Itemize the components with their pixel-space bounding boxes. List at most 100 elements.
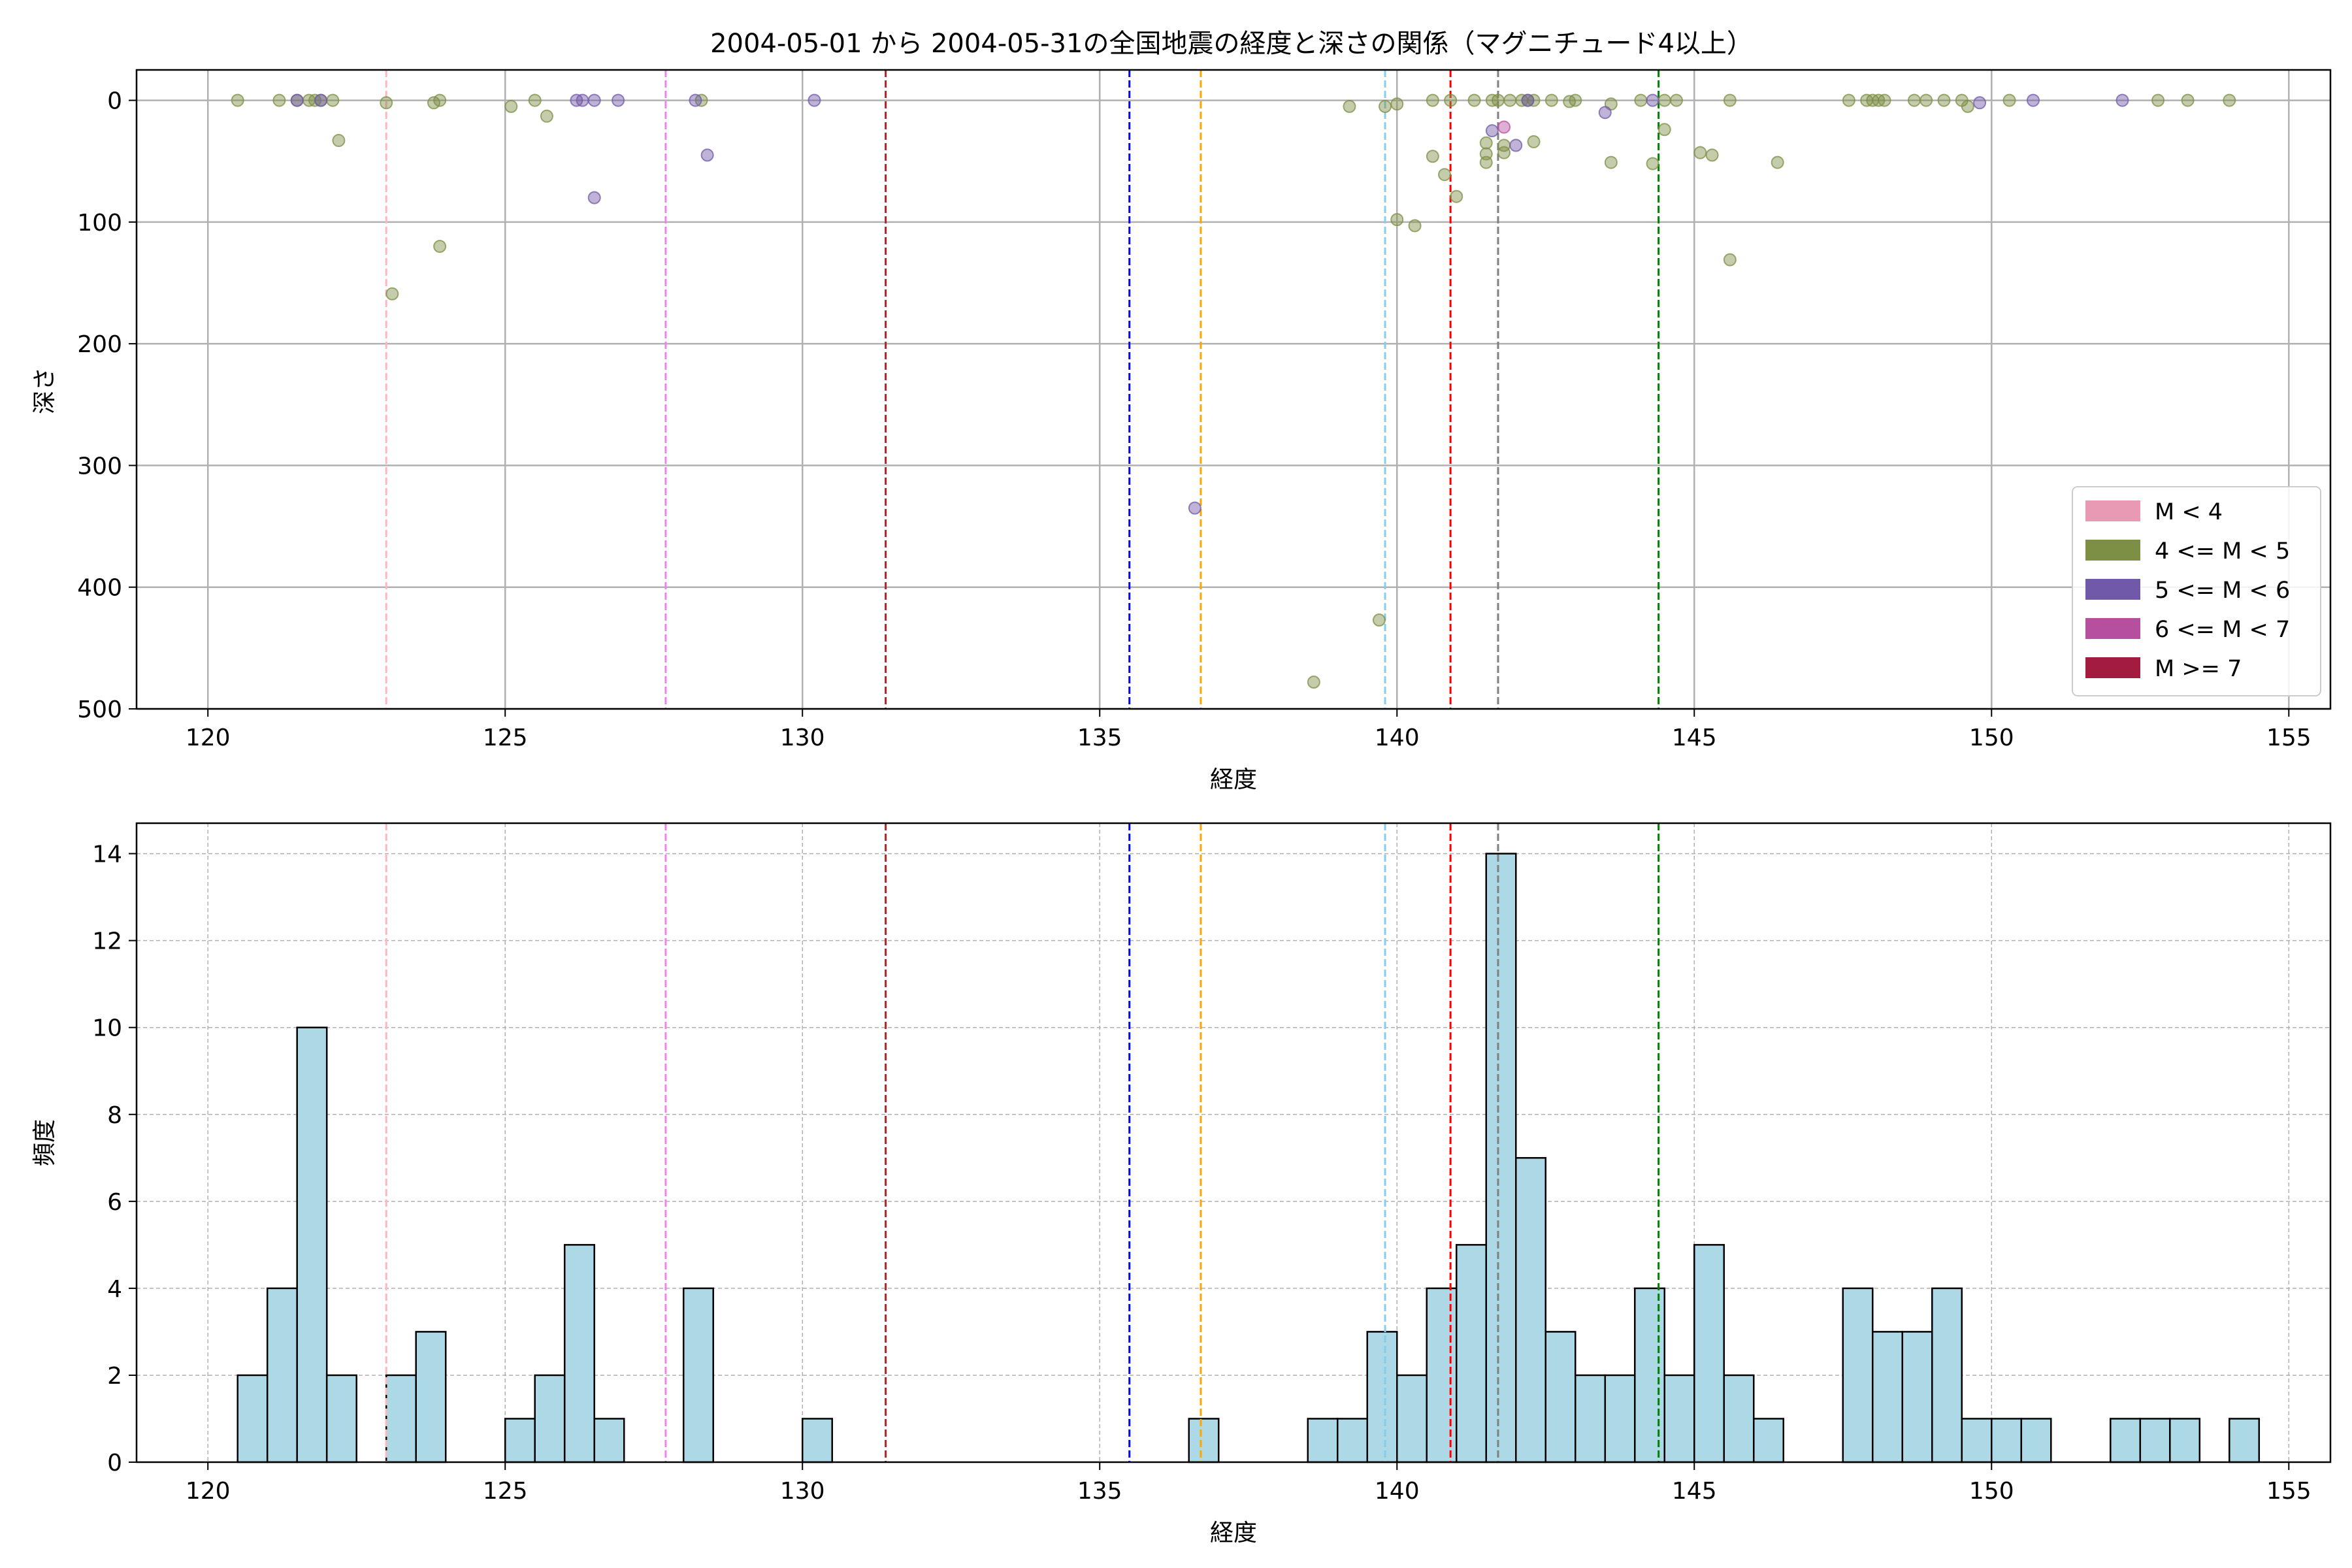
histogram-bar: [2020, 1418, 2052, 1463]
scatter-point: [587, 93, 601, 107]
legend-label: 6 <= M < 7: [2155, 617, 2290, 643]
scatter-x-tick-label: 155: [2266, 725, 2311, 751]
scatter-point: [1723, 93, 1737, 107]
histogram-bar: [1634, 1287, 1666, 1463]
scatter-y-axis-label: 深さ: [31, 367, 58, 414]
scatter-point: [1379, 99, 1392, 113]
legend-label: M >= 7: [2155, 656, 2242, 682]
histogram-bar: [1307, 1418, 1339, 1463]
scatter-point: [314, 93, 328, 107]
histogram-x-tick-label: 135: [1077, 1478, 1122, 1505]
scatter-point: [1408, 219, 1422, 233]
scatter-point: [326, 93, 340, 107]
histogram-y-tick-label: 12: [92, 928, 122, 955]
scatter-y-tick-label: 100: [77, 210, 122, 237]
scatter-plot-frame: [135, 69, 2332, 710]
scatter-point: [808, 93, 821, 107]
scatter-point: [1497, 146, 1511, 159]
histogram-x-tick-label: 155: [2266, 1478, 2311, 1505]
scatter-point: [540, 109, 553, 123]
scatter-y-tick-label: 400: [77, 575, 122, 602]
legend-swatch: [2085, 540, 2140, 561]
histogram-y-tick-label: 0: [107, 1450, 122, 1477]
scatter-y-tick-label: 0: [107, 88, 122, 115]
scatter-point: [1479, 155, 1493, 169]
legend-label: 5 <= M < 6: [2155, 578, 2290, 604]
histogram-bar: [1337, 1418, 1369, 1463]
legend-frame: [2072, 486, 2321, 696]
scatter-point: [1658, 93, 1671, 107]
histogram-bar: [563, 1244, 595, 1463]
scatter-point: [1485, 124, 1499, 138]
histogram-bar: [296, 1026, 328, 1463]
histogram-bar: [1575, 1374, 1607, 1463]
legend-swatch: [2085, 579, 2140, 600]
histogram-bar: [1901, 1331, 1933, 1463]
scatter-point: [433, 240, 447, 253]
scatter-point: [1634, 93, 1648, 107]
scatter-point: [504, 99, 518, 113]
scatter-point: [1521, 93, 1535, 107]
scatter-x-tick-label: 120: [186, 725, 231, 751]
histogram-bar: [504, 1418, 536, 1463]
legend-swatch: [2085, 618, 2140, 639]
histogram-bar: [1485, 853, 1517, 1463]
histogram-x-tick-label: 140: [1375, 1478, 1420, 1505]
scatter-y-tick-label: 300: [77, 453, 122, 480]
scatter-point: [1919, 93, 1933, 107]
scatter-point: [1937, 93, 1951, 107]
scatter-point: [1544, 93, 1558, 107]
scatter-point: [1307, 676, 1320, 689]
scatter-point: [1723, 253, 1737, 267]
scatter-point: [1604, 155, 1618, 169]
scatter-point: [1343, 99, 1356, 113]
histogram-bar: [1723, 1374, 1755, 1463]
scatter-point: [1658, 123, 1671, 137]
scatter-x-tick-label: 145: [1672, 725, 1717, 751]
scatter-point: [272, 93, 286, 107]
scatter-point: [576, 93, 589, 107]
scatter-point: [1497, 120, 1511, 134]
histogram-x-tick-label: 150: [1969, 1478, 2014, 1505]
histogram-bar: [1931, 1287, 1963, 1463]
scatter-point: [1973, 96, 1987, 110]
scatter-x-tick-label: 125: [483, 725, 528, 751]
scatter-point: [380, 96, 393, 110]
histogram-x-tick-label: 120: [186, 1478, 231, 1505]
histogram-bar: [1693, 1244, 1725, 1463]
histogram-bar: [1663, 1374, 1695, 1463]
scatter-points: [231, 93, 2236, 689]
histogram-bar: [325, 1374, 357, 1463]
histogram-y-tick-label: 2: [107, 1363, 122, 1390]
histogram-bar: [1515, 1157, 1547, 1463]
scatter-point: [700, 148, 714, 162]
scatter-point: [1467, 93, 1481, 107]
scatter-point: [1450, 189, 1463, 203]
scatter-x-tick-label: 150: [1969, 725, 2014, 751]
legend-swatch: [2085, 657, 2140, 678]
histogram-y-tick-label: 8: [107, 1102, 122, 1129]
legend-label: M < 4: [2155, 499, 2223, 525]
scatter-point: [587, 191, 601, 204]
legend-swatch: [2085, 500, 2140, 521]
scatter-point: [1961, 99, 1974, 113]
histogram-bar: [1426, 1287, 1458, 1463]
scatter-legend: M < 4 4 <= M < 5 5 <= M < 6 6 <= M < 7 M >= …: [2072, 486, 2321, 696]
histogram-bar: [1753, 1418, 1785, 1463]
scatter-point: [2151, 93, 2165, 107]
histogram-bar: [1188, 1418, 1220, 1463]
scatter-point: [1438, 168, 1452, 182]
scatter-point: [2026, 93, 2040, 107]
scatter-point: [1569, 93, 1582, 107]
scatter-point: [1509, 139, 1523, 152]
histogram-bar: [1872, 1331, 1904, 1463]
scatter-point: [1390, 97, 1404, 111]
scatter-point: [1598, 106, 1612, 120]
histogram-bar: [385, 1374, 417, 1463]
scatter-point: [1444, 93, 1458, 107]
scatter-point: [1188, 501, 1201, 515]
scatter-point: [1693, 146, 1707, 159]
histogram-bar: [2169, 1418, 2201, 1463]
histogram-bar: [1842, 1287, 1874, 1463]
histogram-x-axis-label: 経度: [1210, 1520, 1257, 1546]
